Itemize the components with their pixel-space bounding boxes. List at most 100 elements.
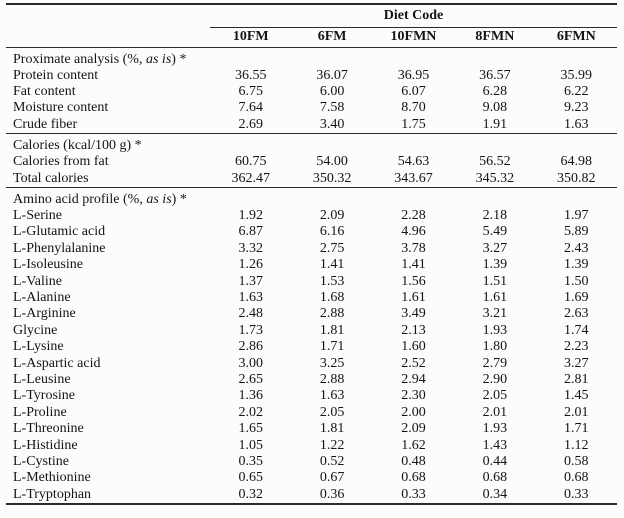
cell-value: 9.08 <box>482 100 508 116</box>
row-label: L-Lysine <box>13 339 64 355</box>
cell-value: 1.62 <box>401 437 426 453</box>
cell-value: 1.60 <box>401 339 426 355</box>
table-row: L-Alanine 1.63 1.68 1.61 1.61 1.69 <box>6 290 617 306</box>
cell-value: 1.69 <box>564 289 589 305</box>
cell-value: 345.32 <box>475 170 515 186</box>
cell-value: 2.94 <box>401 372 426 387</box>
cell-value: 2.88 <box>319 306 345 322</box>
cell-value: 4.96 <box>401 224 426 240</box>
cell-value: 1.53 <box>319 273 345 289</box>
section-header-row: Amino acid profile (%, as is) * <box>6 187 617 208</box>
table-row: Fat content 6.75 6.00 6.07 6.28 6.22 <box>6 84 617 100</box>
cell-value: 2.05 <box>319 404 345 420</box>
section-header-label: Amino acid profile (%, as is) * <box>6 187 617 208</box>
table-row: L-Aspartic acid 3.00 3.25 2.52 2.79 3.27 <box>6 356 617 372</box>
row-label: L-Tyrosine <box>13 388 76 404</box>
cell-value: 1.63 <box>238 289 263 305</box>
row-label: Moisture content <box>13 100 109 116</box>
table-row: L-Histidine 1.05 1.22 1.62 1.43 1.12 <box>6 438 617 454</box>
column-header-8fmn: 8FMN <box>454 27 536 48</box>
cell-value: 54.63 <box>397 154 430 170</box>
row-label: L-Aspartic acid <box>13 355 101 371</box>
cell-value: 1.36 <box>238 388 263 404</box>
cell-value: 0.68 <box>564 470 589 486</box>
table-row: L-Proline 2.02 2.05 2.00 2.01 2.01 <box>6 405 617 421</box>
cell-value: 3.21 <box>482 306 508 322</box>
section-header-text: ) * <box>171 191 187 207</box>
section-header-text: Proximate analysis (%, <box>13 51 146 67</box>
column-header-10fm: 10FM <box>210 27 292 48</box>
cell-value: 3.78 <box>401 240 426 256</box>
cell-value: 3.27 <box>564 355 589 371</box>
cell-value: 3.32 <box>238 240 263 256</box>
column-header-row: 10FM 6FM 10FMN 8FMN 6FMN <box>6 27 617 48</box>
row-label: Fat content <box>13 83 76 99</box>
cell-value: 3.40 <box>319 116 345 132</box>
cell-value: 6.22 <box>564 83 589 99</box>
row-label: L-Glutamic acid <box>13 224 106 240</box>
cell-value: 2.01 <box>564 404 589 420</box>
row-label: L-Histidine <box>13 437 78 453</box>
row-label: L-Threonine <box>13 421 84 437</box>
cell-value: 1.63 <box>564 116 589 132</box>
cell-value: 2.65 <box>238 372 263 387</box>
cell-value: 36.55 <box>234 67 267 83</box>
table-row: L-Glutamic acid 6.87 6.16 4.96 5.49 5.89 <box>6 224 617 240</box>
cell-value: 1.65 <box>238 421 263 437</box>
cell-value: 0.48 <box>401 454 426 470</box>
column-header-6fm: 6FM <box>291 27 373 48</box>
row-label: L-Arginine <box>13 306 76 322</box>
cell-value: 0.44 <box>482 454 508 470</box>
cell-value: 36.07 <box>316 67 348 83</box>
section-header-italic-text: as is <box>146 191 172 207</box>
cell-value: 0.68 <box>401 470 426 486</box>
cell-value: 2.09 <box>319 207 345 223</box>
row-label: L-Valine <box>13 273 62 289</box>
cell-value: 1.41 <box>401 257 426 273</box>
table-row: Calories from fat 60.75 54.00 54.63 56.52 64.… <box>6 154 617 170</box>
row-label: Protein content <box>13 67 99 83</box>
cell-value: 1.41 <box>319 257 345 273</box>
cell-value: 1.12 <box>564 437 589 453</box>
cell-value: 1.73 <box>238 322 263 338</box>
table-row: Moisture content 7.64 7.58 8.70 9.08 9.23 <box>6 100 617 116</box>
cell-value: 0.33 <box>564 486 589 502</box>
cell-value: 5.89 <box>564 224 589 240</box>
cell-value: 0.65 <box>238 470 263 486</box>
column-header-6fmn: 6FMN <box>535 27 617 48</box>
cell-value: 1.93 <box>482 322 508 338</box>
spanner-spacer <box>6 4 210 27</box>
cell-value: 2.23 <box>564 339 589 355</box>
cell-value: 9.23 <box>564 100 589 116</box>
row-label: Total calories <box>13 170 89 186</box>
cell-value: 0.58 <box>564 454 589 470</box>
cell-value: 0.32 <box>238 486 263 502</box>
row-label: Calories from fat <box>13 154 109 170</box>
row-label: L-Phenylalanine <box>13 240 106 256</box>
table-row: L-Valine 1.37 1.53 1.56 1.51 1.50 <box>6 274 617 290</box>
cell-value: 2.75 <box>319 240 345 256</box>
cell-value: 60.75 <box>234 154 267 170</box>
cell-value: 2.43 <box>564 240 589 256</box>
row-label: L-Methionine <box>13 470 91 486</box>
cell-value: 1.63 <box>319 388 345 404</box>
cell-value: 0.36 <box>319 486 345 502</box>
cell-value: 1.74 <box>564 322 589 338</box>
row-label: L-Cystine <box>13 454 69 470</box>
section-header-text: Calories (kcal/100 g) * <box>13 138 142 154</box>
cell-value: 3.49 <box>401 306 426 322</box>
cell-value: 362.47 <box>231 170 270 186</box>
cell-value: 1.71 <box>319 339 345 355</box>
cell-value: 1.50 <box>564 273 589 289</box>
cell-value: 1.43 <box>482 437 508 453</box>
section-header-row: Proximate analysis (%, as is) * <box>6 47 617 68</box>
cell-value: 0.52 <box>319 454 345 470</box>
cell-value: 1.80 <box>482 339 508 355</box>
cell-value: 1.91 <box>482 116 508 132</box>
column-header-10fmn: 10FMN <box>372 27 455 48</box>
cell-value: 1.39 <box>564 257 589 273</box>
table-row: L-Arginine 2.48 2.88 3.49 3.21 2.63 <box>6 306 617 322</box>
row-label: Glycine <box>13 322 58 338</box>
cell-value: 2.63 <box>564 306 589 322</box>
table-row: Crude fiber 2.69 3.40 1.75 1.91 1.63 <box>6 117 617 134</box>
